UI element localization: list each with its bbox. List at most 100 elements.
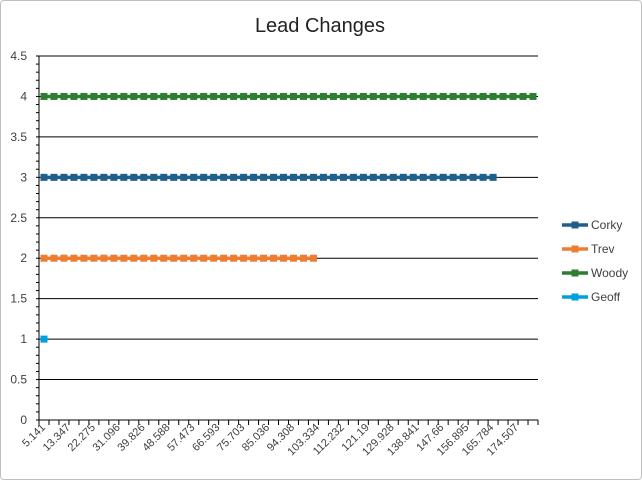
- data-point: [190, 254, 198, 262]
- data-point: [299, 92, 307, 100]
- x-axis: 5.14113.34722.27531.09639.82648.58857.47…: [20, 420, 539, 458]
- data-point: [50, 254, 58, 262]
- data-point: [160, 254, 168, 262]
- data-point: [230, 92, 238, 100]
- data-point: [429, 92, 437, 100]
- data-point: [260, 173, 268, 181]
- data-point: [40, 335, 48, 343]
- data-point: [220, 173, 228, 181]
- data-point: [130, 254, 138, 262]
- data-point: [120, 254, 128, 262]
- data-point: [100, 173, 108, 181]
- data-point: [80, 92, 88, 100]
- data-point: [250, 254, 258, 262]
- y-tick-label: 3.5: [10, 130, 27, 144]
- data-point: [260, 254, 268, 262]
- data-point: [349, 92, 357, 100]
- legend-marker: [571, 245, 579, 253]
- data-point: [519, 92, 527, 100]
- data-point: [359, 92, 367, 100]
- data-point: [40, 173, 48, 181]
- data-point: [499, 92, 507, 100]
- y-tick-label: 1: [20, 332, 27, 346]
- data-point: [230, 173, 238, 181]
- data-point: [210, 173, 218, 181]
- legend-label: Woody: [591, 266, 628, 280]
- data-point: [419, 173, 427, 181]
- data-point: [459, 92, 467, 100]
- series-woody: [40, 92, 537, 100]
- data-point: [309, 173, 317, 181]
- data-point: [160, 92, 168, 100]
- data-point: [309, 254, 317, 262]
- data-point: [80, 254, 88, 262]
- data-point: [399, 92, 407, 100]
- y-tick-label: 2: [20, 251, 27, 265]
- series-corky: [40, 173, 497, 181]
- y-tick-label: 4.5: [10, 49, 27, 63]
- data-point: [220, 92, 228, 100]
- data-point: [70, 254, 78, 262]
- data-point: [469, 92, 477, 100]
- data-point: [110, 254, 118, 262]
- data-point: [479, 92, 487, 100]
- data-point: [489, 92, 497, 100]
- data-point: [339, 173, 347, 181]
- data-point: [150, 254, 158, 262]
- data-point: [50, 173, 58, 181]
- data-point: [479, 173, 487, 181]
- y-axis: 0 0.5 1 1.5 2 2.5 3 3.5 4 4.5: [10, 49, 40, 427]
- legend-label: Corky: [591, 218, 622, 232]
- legend-item-corky: Corky: [562, 218, 622, 232]
- data-point: [180, 254, 188, 262]
- data-point: [399, 173, 407, 181]
- data-point: [100, 254, 108, 262]
- data-point: [449, 92, 457, 100]
- data-point: [489, 173, 497, 181]
- data-point: [250, 173, 258, 181]
- data-point: [379, 92, 387, 100]
- data-point: [329, 92, 337, 100]
- data-point: [299, 173, 307, 181]
- data-point: [309, 92, 317, 100]
- data-point: [389, 173, 397, 181]
- data-point: [319, 92, 327, 100]
- chart-title: Lead Changes: [255, 15, 385, 37]
- data-point: [270, 92, 278, 100]
- data-point: [50, 92, 58, 100]
- data-point: [150, 173, 158, 181]
- data-point: [180, 92, 188, 100]
- y-tick-label: 1.5: [10, 292, 27, 306]
- data-point: [240, 254, 248, 262]
- data-point: [339, 92, 347, 100]
- data-point: [280, 254, 288, 262]
- data-point: [110, 92, 118, 100]
- data-point: [90, 92, 98, 100]
- data-point: [459, 173, 467, 181]
- legend-label: Geoff: [591, 290, 621, 304]
- data-point: [449, 173, 457, 181]
- data-point: [240, 173, 248, 181]
- data-point: [120, 92, 128, 100]
- data-point: [469, 173, 477, 181]
- data-point: [60, 254, 68, 262]
- legend-marker: [571, 221, 579, 229]
- data-point: [319, 173, 327, 181]
- data-point: [160, 173, 168, 181]
- data-point: [409, 92, 417, 100]
- legend-label: Trev: [591, 242, 615, 256]
- data-point: [180, 173, 188, 181]
- data-point: [70, 92, 78, 100]
- y-tick-label: 0.5: [10, 373, 27, 387]
- y-tick-label: 4: [20, 89, 27, 103]
- data-point: [70, 173, 78, 181]
- data-point: [529, 92, 537, 100]
- data-point: [280, 173, 288, 181]
- legend-item-trev: Trev: [562, 242, 615, 256]
- data-point: [130, 92, 138, 100]
- y-tick-label: 2.5: [10, 211, 27, 225]
- data-point: [130, 173, 138, 181]
- data-point: [419, 92, 427, 100]
- legend-item-geoff: Geoff: [562, 290, 621, 304]
